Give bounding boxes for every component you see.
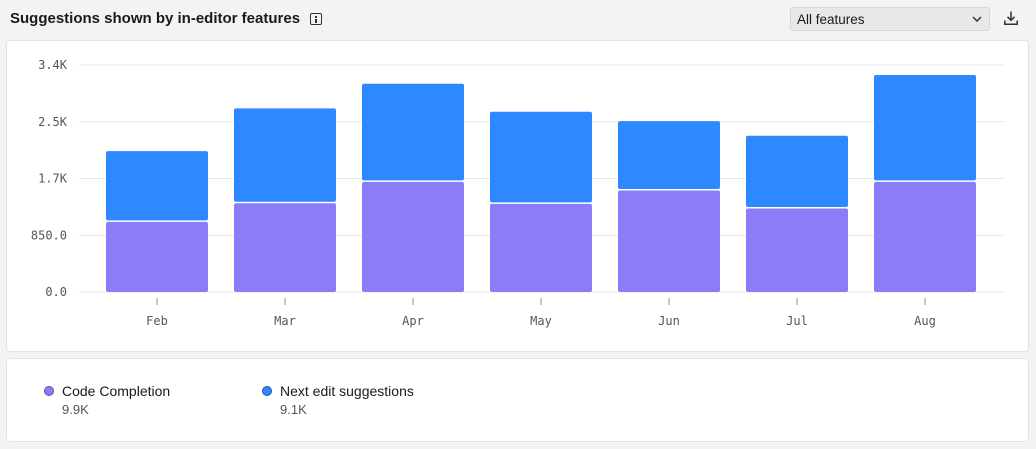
y-tick-label: 0.0 (45, 285, 67, 299)
y-tick-label: 1.7K (38, 172, 68, 186)
bar-code-completion (618, 190, 720, 292)
x-tick-label: Feb (146, 314, 168, 328)
feature-filter-value: All features (797, 12, 865, 27)
bar-next-edit (618, 121, 720, 190)
legend-swatch (44, 386, 54, 396)
chevron-down-icon (972, 16, 982, 23)
x-tick-label: Aug (914, 314, 936, 328)
feature-filter-select[interactable]: All features (790, 7, 990, 31)
legend-total: 9.1K (280, 402, 307, 417)
bar-code-completion (106, 221, 208, 292)
x-tick-label: May (530, 314, 552, 328)
legend-total: 9.9K (62, 402, 89, 417)
bar-code-completion (746, 208, 848, 292)
download-icon[interactable] (1003, 10, 1019, 26)
legend-panel: Code Completion 9.9K Next edit suggestio… (6, 358, 1029, 442)
x-tick-label: Apr (402, 314, 424, 328)
bar-next-edit (746, 135, 848, 208)
chart-panel: 0.0 850.0 1.7K 2.5K 3.4K Feb Mar Apr May Jun Jul Au… (6, 40, 1029, 352)
bar-code-completion (874, 181, 976, 292)
bar-code-completion (362, 181, 464, 292)
x-tick-label: Jul (786, 314, 808, 328)
y-tick-label: 3.4K (38, 58, 68, 72)
stacked-bar-chart: 0.0 850.0 1.7K 2.5K 3.4K Feb Mar Apr May Jun Jul Au… (31, 58, 1005, 328)
bar-next-edit (234, 108, 336, 202)
chart-header: Suggestions shown by in-editor features … (0, 0, 1036, 38)
x-tick-label: Jun (658, 314, 680, 328)
y-tick-label: 2.5K (38, 115, 68, 129)
bar-next-edit (106, 151, 208, 221)
info-icon[interactable] (310, 13, 322, 25)
legend-label: Code Completion (62, 383, 171, 399)
bar-next-edit (362, 83, 464, 181)
bar-next-edit (874, 75, 976, 181)
legend-label: Next edit suggestions (280, 383, 414, 399)
bar-next-edit (490, 111, 592, 203)
chart-title: Suggestions shown by in-editor features (10, 10, 301, 27)
x-tick-label: Mar (274, 314, 296, 328)
legend-swatch (262, 386, 272, 396)
bar-code-completion (234, 203, 336, 292)
bar-code-completion (490, 203, 592, 292)
y-tick-label: 850.0 (31, 228, 67, 242)
